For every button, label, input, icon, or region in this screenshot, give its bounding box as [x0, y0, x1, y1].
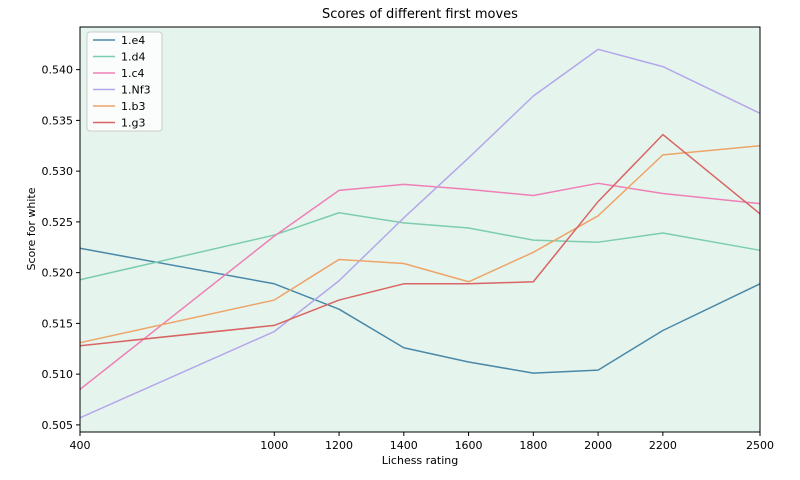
plot-background — [80, 27, 760, 432]
y-tick-label: 0.535 — [42, 114, 74, 127]
x-tick-label: 1000 — [260, 439, 288, 452]
legend-label: 1.b3 — [121, 100, 145, 113]
x-tick-label: 2500 — [746, 439, 774, 452]
legend-label: 1.g3 — [121, 117, 145, 130]
y-axis-label: Score for white — [25, 187, 38, 270]
series-line-1e4 — [79, 247, 761, 374]
y-axis: 0.505 0.510 0.515 0.520 0.525 0.530 0.535 0.540 — [42, 64, 80, 432]
legend-label: 1.e4 — [121, 34, 145, 47]
y-tick-label: 0.530 — [42, 165, 74, 178]
x-axis: 400 1000 1200 1400 1600 1800 2000 2200 2500 — [70, 432, 774, 452]
y-tick-label: 0.525 — [42, 216, 74, 229]
legend-label: 1.Nf3 — [121, 84, 151, 97]
y-tick-label: 0.540 — [42, 64, 74, 77]
x-tick-label: 1600 — [455, 439, 483, 452]
x-tick-label: 400 — [70, 439, 91, 452]
x-tick-label: 1200 — [325, 439, 353, 452]
series-layer — [79, 48, 761, 419]
x-tick-label: 2000 — [584, 439, 612, 452]
series-line-1g3 — [79, 133, 761, 347]
x-tick-label: 1400 — [390, 439, 418, 452]
series-line-1b3 — [79, 145, 761, 344]
series-line-1nf3 — [79, 48, 761, 419]
chart-title: Scores of different first moves — [322, 7, 518, 22]
y-tick-label: 0.515 — [42, 317, 74, 330]
y-tick-label: 0.520 — [42, 267, 74, 280]
plot-frame — [79, 26, 761, 433]
legend-label: 1.d4 — [121, 51, 145, 64]
series-line-1c4 — [79, 182, 761, 390]
x-axis-label: Lichess rating — [382, 454, 459, 467]
x-tick-label: 1800 — [519, 439, 547, 452]
y-tick-label: 0.505 — [42, 419, 74, 432]
legend: 1.e4 1.d4 1.c4 1.Nf3 1.b3 1.g3 — [86, 31, 163, 132]
series-line-1d4 — [79, 212, 761, 281]
x-tick-label: 2200 — [649, 439, 677, 452]
legend-label: 1.c4 — [121, 67, 145, 80]
y-tick-label: 0.510 — [42, 368, 74, 381]
